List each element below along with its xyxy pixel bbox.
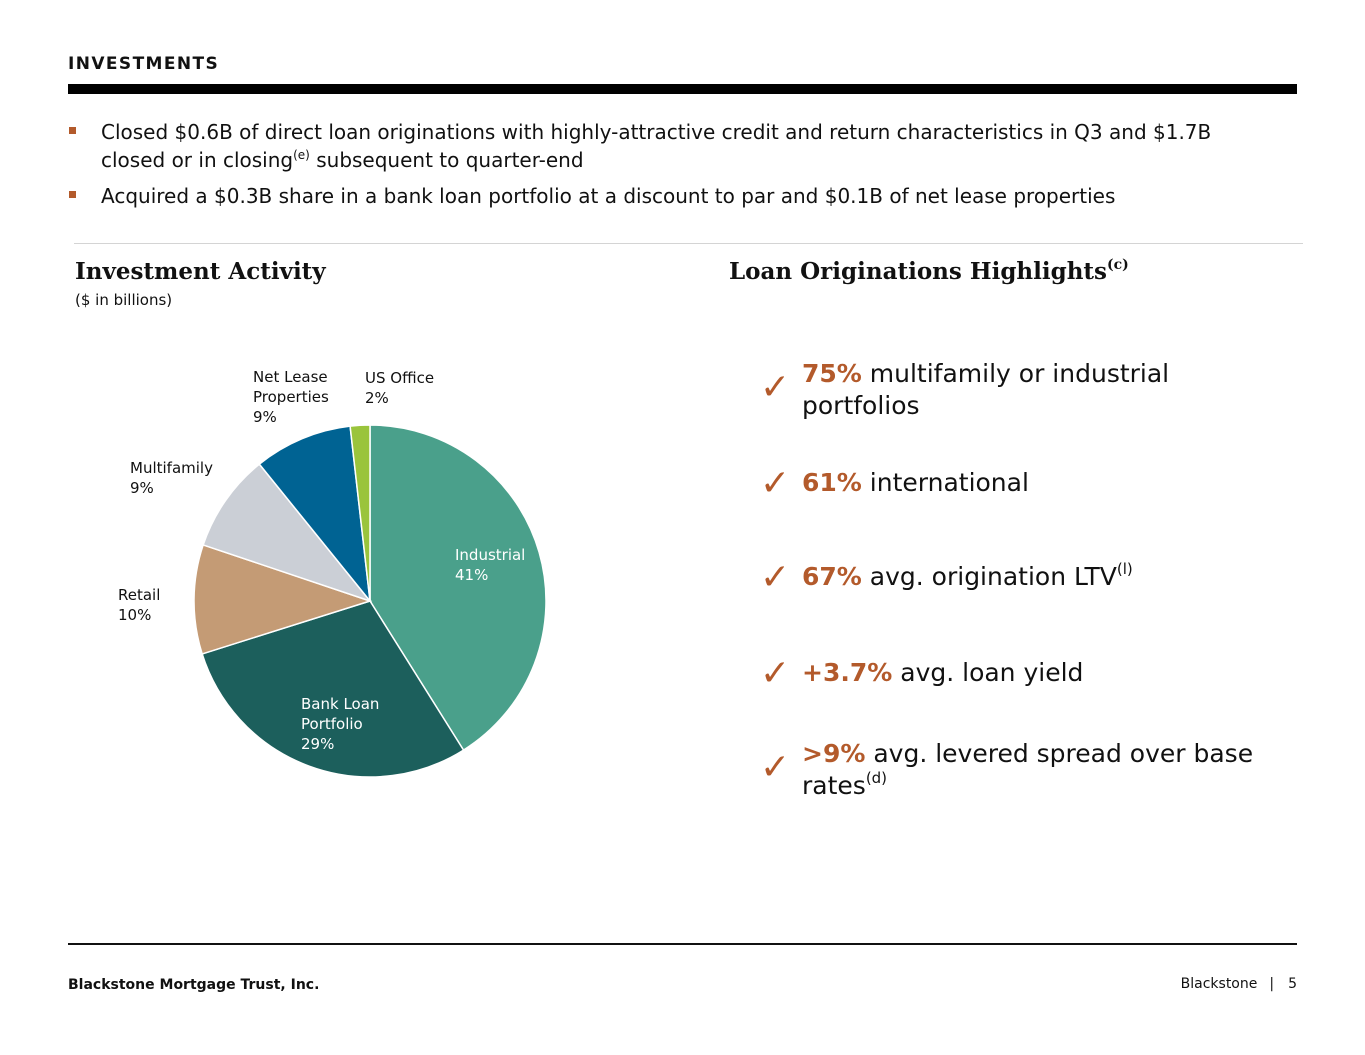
pie-label-industrial-name: Industrial (455, 546, 526, 564)
bullet-text: Acquired a $0.3B share in a bank loan po… (101, 184, 1116, 208)
highlight-text: >9% avg. levered spread over base rates(… (802, 738, 1272, 802)
pie-slice-multifamily (202, 463, 373, 603)
footnote-ref: (c) (1106, 257, 1129, 273)
footnote-ref: (d) (865, 769, 888, 787)
highlight-accent: +3.7% (802, 658, 893, 687)
page-number: 5 (1288, 976, 1297, 992)
highlight-text: 75% multifamily or industrial portfolios (802, 358, 1272, 422)
pie-label-net-lease-name-2: Properties (253, 388, 329, 406)
checkmark-icon: ✓ (760, 463, 791, 504)
section-title: INVESTMENTS (68, 54, 220, 74)
checkmark-icon: ✓ (760, 747, 791, 788)
pie-slice-us-office (349, 424, 371, 602)
highlight-text: 61% international (802, 467, 1272, 499)
pie-label-bank-loan-pct: 29% (301, 735, 335, 753)
footnote-ref: (l) (1116, 560, 1133, 578)
footer-company: Blackstone Mortgage Trust, Inc. (68, 977, 320, 993)
pie-label-retail: Retail 10% (118, 585, 160, 625)
pie-label-multifamily: Multifamily 9% (130, 458, 213, 498)
pie-label-net-lease-name-1: Net Lease (253, 368, 328, 386)
pie-slice-bank-loan-portfolio (201, 600, 465, 778)
bullet-text-tail: subsequent to quarter-end (309, 148, 584, 172)
loan-highlights-title: Loan Originations Highlights(c) (729, 258, 1129, 285)
bullet-list: Closed $0.6B of direct loan originations… (68, 118, 1268, 218)
pie-label-us-office-name: US Office (365, 369, 435, 387)
footer-rule (68, 943, 1297, 945)
pie-label-us-office: US Office 2% (365, 368, 434, 408)
pie-label-industrial-pct: 41% (455, 566, 489, 584)
pie-label-bank-loan: Bank Loan Portfolio 29% (301, 694, 379, 754)
pie-label-retail-pct: 10% (118, 606, 152, 624)
pie-slice-net-lease-properties (258, 425, 372, 604)
highlight-body: multifamily or industrial portfolios (802, 359, 1170, 420)
footer-brand: Blackstone (1180, 976, 1258, 992)
checkmark-icon: ✓ (760, 653, 791, 694)
investment-activity-title: Investment Activity (75, 258, 326, 285)
investment-activity-subtitle: ($ in billions) (75, 291, 173, 309)
pie-label-bank-loan-name-1: Bank Loan (301, 695, 380, 713)
highlight-body: avg. levered spread over base rates (802, 739, 1254, 800)
highlight-body: international (861, 468, 1029, 497)
header-rule (68, 84, 1297, 94)
pie-label-industrial: Industrial 41% (455, 545, 525, 585)
pie-slice-industrial (369, 424, 547, 752)
footnote-ref: (e) (293, 148, 310, 162)
footer-right: Blackstone | 5 (1181, 976, 1297, 992)
bullet-square-icon (69, 127, 76, 134)
highlight-accent: 67% (802, 562, 862, 591)
loan-highlights-title-text: Loan Originations Highlights (729, 258, 1107, 285)
footer-separator: | (1269, 976, 1275, 992)
bullet-item: Acquired a $0.3B share in a bank loan po… (68, 182, 1268, 210)
pie-label-net-lease: Net Lease Properties 9% (253, 367, 329, 427)
pie-label-bank-loan-name-2: Portfolio (301, 715, 363, 733)
bullet-text: Closed $0.6B of direct loan originations… (101, 120, 1212, 172)
section-divider (74, 243, 1303, 244)
checkmark-icon: ✓ (760, 557, 791, 598)
highlight-text: 67% avg. origination LTV(l) (802, 561, 1272, 593)
pie-label-multifamily-pct: 9% (130, 479, 154, 497)
highlight-accent: >9% (802, 739, 866, 768)
pie-slice-retail (193, 543, 373, 655)
highlight-accent: 61% (802, 468, 862, 497)
checkmark-icon: ✓ (760, 367, 791, 408)
pie-label-us-office-pct: 2% (365, 389, 389, 407)
pie-label-retail-name: Retail (118, 586, 161, 604)
highlight-body: avg. loan yield (892, 658, 1084, 687)
bullet-item: Closed $0.6B of direct loan originations… (68, 118, 1268, 174)
highlight-body: avg. origination LTV (861, 562, 1117, 591)
pie-label-net-lease-pct: 9% (253, 408, 277, 426)
pie-label-multifamily-name: Multifamily (130, 459, 213, 477)
bullet-square-icon (69, 191, 76, 198)
highlight-accent: 75% (802, 359, 862, 388)
highlight-text: +3.7% avg. loan yield (802, 657, 1272, 689)
